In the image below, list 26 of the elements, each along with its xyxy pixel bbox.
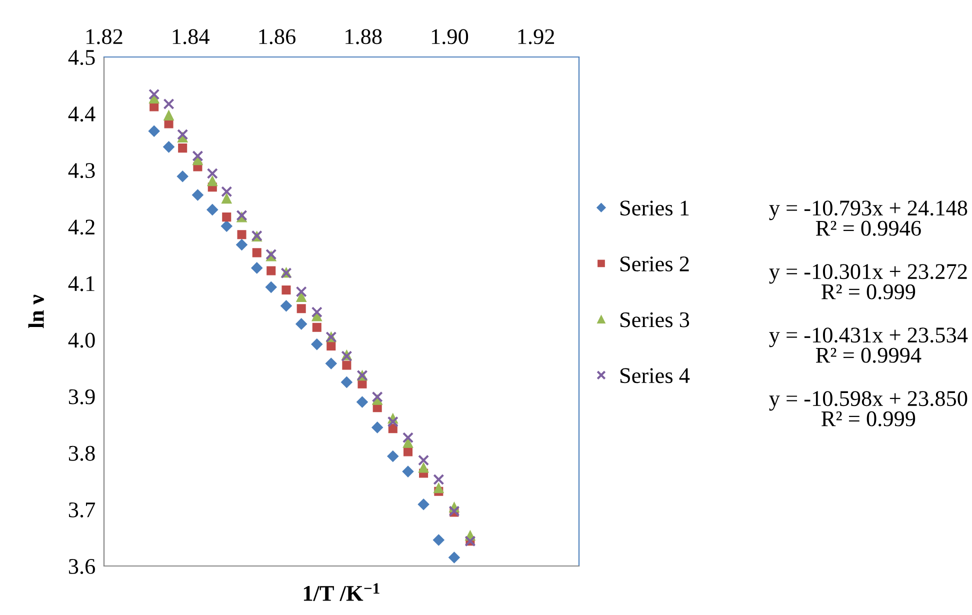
legend-label: Series 4 <box>620 368 690 384</box>
y-tick-label: 4.2 <box>68 220 94 235</box>
x-tick-label: 1.88 <box>346 29 382 44</box>
x-tick-label: 1.82 <box>86 29 122 44</box>
y-axis-title: ln ν <box>28 294 44 328</box>
y-tick-label: 4.1 <box>68 276 94 292</box>
x-axis-title: 1/T /K$^{−1}$ <box>304 583 380 601</box>
legend-label: Series 3 <box>620 312 690 328</box>
y-tick-label: 3.9 <box>68 389 95 404</box>
y-tick-label: 4.0 <box>68 332 95 348</box>
legend-label: Series 2 <box>620 256 689 272</box>
y-tick-label: 3.8 <box>68 446 95 461</box>
legend-label: Series 1 <box>620 200 689 216</box>
y-tick-label: 4.3 <box>68 163 95 178</box>
y-tick-label: 4.5 <box>68 50 95 66</box>
x-tick-label: 1.90 <box>432 29 468 44</box>
text: y = -10.793x + 24.148 R² = 0.9946 <box>769 200 968 236</box>
x-tick-label: 1.86 <box>259 29 296 44</box>
y-tick-label: 4.4 <box>68 106 96 122</box>
text: y = -10.301x + 23.272 R² = 0.999 <box>769 264 967 300</box>
text: y = -10.598x + 23.850 R² = 0.999 <box>769 391 968 426</box>
y-tick-label: 3.6 <box>68 558 96 574</box>
x-tick-label: 1.84 <box>172 29 210 44</box>
x-tick-label: 1.92 <box>518 29 554 44</box>
y-tick-label: 3.7 <box>68 502 96 518</box>
text: y = -10.431x + 23.534 R² = 0.9994 <box>769 328 968 363</box>
